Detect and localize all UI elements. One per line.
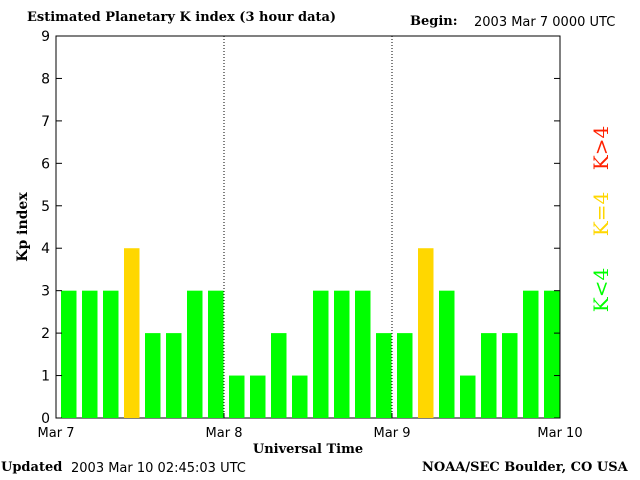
kp-bar xyxy=(271,333,287,418)
y-tick-label: 4 xyxy=(41,241,50,257)
kp-bar xyxy=(439,290,455,418)
kp-bar xyxy=(187,290,203,418)
y-tick-label: 5 xyxy=(41,199,50,215)
y-tick-label: 3 xyxy=(41,284,50,300)
kp-bar xyxy=(250,375,266,418)
kp-bar xyxy=(208,290,224,418)
kp-bar xyxy=(229,375,245,418)
kp-bar xyxy=(166,333,182,418)
kp-bar xyxy=(292,375,308,418)
chart-title: Estimated Planetary K index (3 hour data… xyxy=(27,10,337,25)
source-credit: NOAA/SEC Boulder, CO USA xyxy=(422,460,628,475)
y-tick-label: 2 xyxy=(41,326,50,342)
kp-bar xyxy=(313,290,329,418)
legend-low: K<4 xyxy=(589,267,613,313)
y-tick-label: 8 xyxy=(41,71,50,87)
kp-bar xyxy=(481,333,497,418)
y-tick-label: 6 xyxy=(41,156,50,172)
legend-high: K>4 xyxy=(589,125,613,171)
kp-bar xyxy=(334,290,350,418)
x-tick-label: Mar 7 xyxy=(38,426,75,441)
x-axis-label: Universal Time xyxy=(253,442,363,457)
plot-frame xyxy=(55,35,561,419)
kp-bar xyxy=(418,248,434,418)
y-axis-label: Kp index xyxy=(15,192,31,262)
kp-bar xyxy=(103,290,119,418)
kp-bar xyxy=(502,333,518,418)
y-tick-label: 0 xyxy=(41,411,50,427)
x-tick-label: Mar 10 xyxy=(537,426,582,441)
kp-bar xyxy=(376,333,392,418)
kp-bar xyxy=(523,290,539,418)
kp-bar xyxy=(460,375,476,418)
x-tick-label: Mar 8 xyxy=(206,426,243,441)
updated-value: 2003 Mar 10 02:45:03 UTC xyxy=(71,461,246,476)
kp-bar xyxy=(82,290,98,418)
kp-bar xyxy=(145,333,161,418)
kp-bar xyxy=(544,290,560,418)
begin-value: 2003 Mar 7 0000 UTC xyxy=(474,15,616,30)
updated-label: Updated xyxy=(1,460,63,475)
kp-bar xyxy=(61,290,77,418)
kp-bar xyxy=(355,290,371,418)
y-tick-label: 9 xyxy=(41,29,50,45)
legend-mid: K=4 xyxy=(589,191,613,237)
y-tick-label: 7 xyxy=(41,114,50,130)
kp-bar xyxy=(124,248,140,418)
y-tick-label: 1 xyxy=(41,369,50,385)
begin-label: Begin: xyxy=(410,14,458,29)
x-tick-label: Mar 9 xyxy=(374,426,411,441)
kp-bar xyxy=(397,333,413,418)
